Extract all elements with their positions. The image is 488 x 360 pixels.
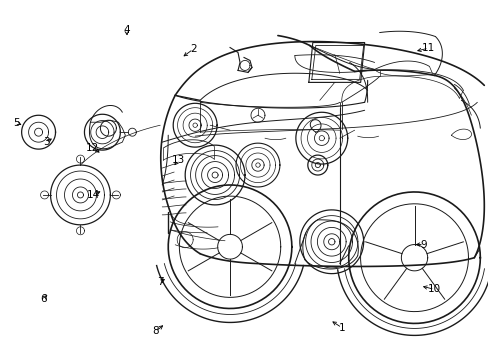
Text: 12: 12 — [85, 143, 99, 153]
Text: 2: 2 — [190, 44, 196, 54]
Text: 10: 10 — [427, 284, 440, 294]
Text: 13: 13 — [172, 155, 185, 165]
Text: 11: 11 — [421, 43, 434, 53]
Text: 8: 8 — [152, 326, 159, 336]
Text: 1: 1 — [338, 323, 345, 333]
Text: 3: 3 — [42, 138, 49, 147]
Text: 14: 14 — [86, 190, 100, 200]
Text: 4: 4 — [123, 25, 129, 35]
Text: 7: 7 — [157, 277, 163, 287]
Text: 5: 5 — [14, 118, 20, 128]
Text: 6: 6 — [40, 294, 46, 304]
Text: 9: 9 — [420, 239, 427, 249]
